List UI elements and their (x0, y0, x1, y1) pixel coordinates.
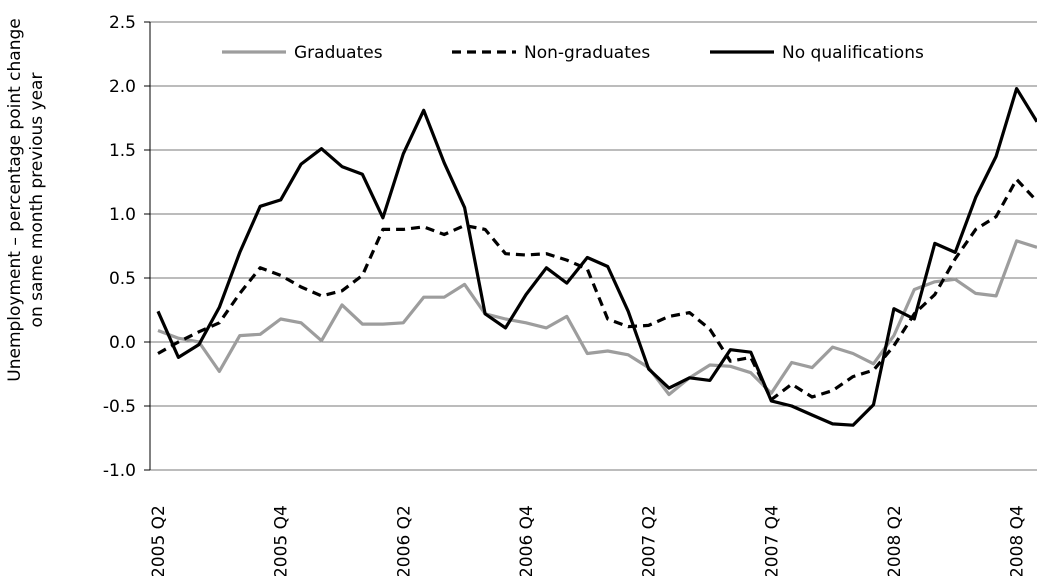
y-tick-label: 1.0 (109, 205, 136, 225)
y-tick-label: 1.5 (109, 141, 136, 161)
y-tick-label: -1.0 (103, 461, 136, 481)
y-tick-label: 2.5 (109, 13, 136, 33)
x-tick-label: 2006 Q2 (394, 505, 414, 576)
y-tick-label: -0.5 (103, 397, 136, 417)
y-tick-label: 0.0 (109, 333, 136, 353)
y-axis-label: on same month previous year (27, 73, 47, 328)
x-tick-label: 2006 Q4 (517, 505, 537, 576)
data-line (157, 239, 1037, 397)
x-tick-label: 2008 Q4 (1008, 505, 1028, 576)
x-tick-label: 2007 Q4 (762, 505, 782, 576)
data-line (157, 177, 1037, 402)
y-axis-label: Unemployment – percentage point change (5, 18, 25, 381)
x-tick-label: 2005 Q4 (272, 505, 292, 576)
x-tick-label: 2007 Q2 (640, 505, 660, 576)
x-tick-label: 2005 Q2 (149, 505, 169, 576)
x-tick-label: 2008 Q2 (885, 505, 905, 576)
legend-label: Non-graduates (524, 43, 650, 63)
data-line (156, 87, 1037, 427)
legend-label: No qualifications (782, 43, 924, 63)
y-tick-label: 2.0 (109, 77, 136, 97)
y-tick-label: 0.5 (109, 269, 136, 289)
legend-label: Graduates (294, 43, 383, 63)
